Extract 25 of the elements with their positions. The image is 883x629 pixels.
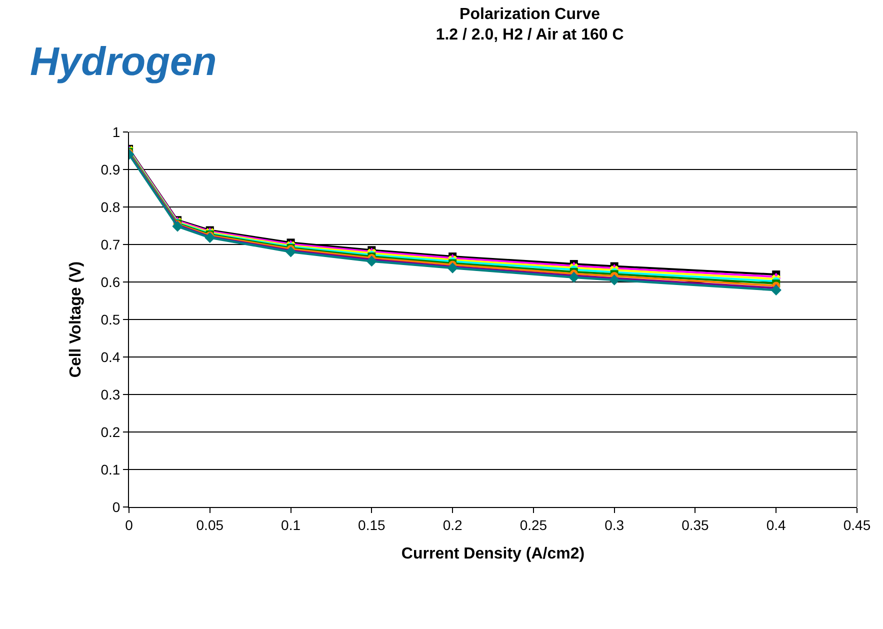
y-tick-label: 0.2 <box>100 424 120 440</box>
x-tick-label: 0.4 <box>766 516 786 533</box>
y-tick-label: 0.5 <box>100 311 120 328</box>
y-tick-label: 0.8 <box>100 198 120 215</box>
x-tick-label: 0.1 <box>281 516 301 533</box>
x-axis-title: Current Density (A/cm2) <box>401 546 585 562</box>
y-tick-label: 1 <box>112 124 120 140</box>
y-tick-label: 0.3 <box>100 386 120 402</box>
x-tick-label: 0.35 <box>682 516 710 533</box>
x-tick-label: 0 <box>125 516 134 533</box>
y-tick-label: 0.6 <box>100 274 120 290</box>
x-tick-label: 0.3 <box>604 516 624 533</box>
y-tick-label: 0 <box>112 498 120 515</box>
y-tick-label: 0.7 <box>100 236 120 252</box>
text: Hydrogen <box>30 40 217 84</box>
x-tick-label: 0.45 <box>843 516 871 533</box>
x-tick-label: 0.2 <box>442 516 462 533</box>
x-tick-label: 0.25 <box>520 516 548 533</box>
y-tick-label: 0.4 <box>100 348 120 365</box>
y-axis-title: Cell Voltage (V) <box>68 261 85 378</box>
y-tick-label: 0.1 <box>100 461 120 478</box>
x-tick-label: 0.05 <box>196 516 224 533</box>
x-tick-label: 0.15 <box>358 516 386 533</box>
y-tick-label: 0.9 <box>100 161 120 178</box>
chart-title: Polarization Curve 1.2 / 2.0, H2 / Air at 160 C <box>436 6 624 44</box>
